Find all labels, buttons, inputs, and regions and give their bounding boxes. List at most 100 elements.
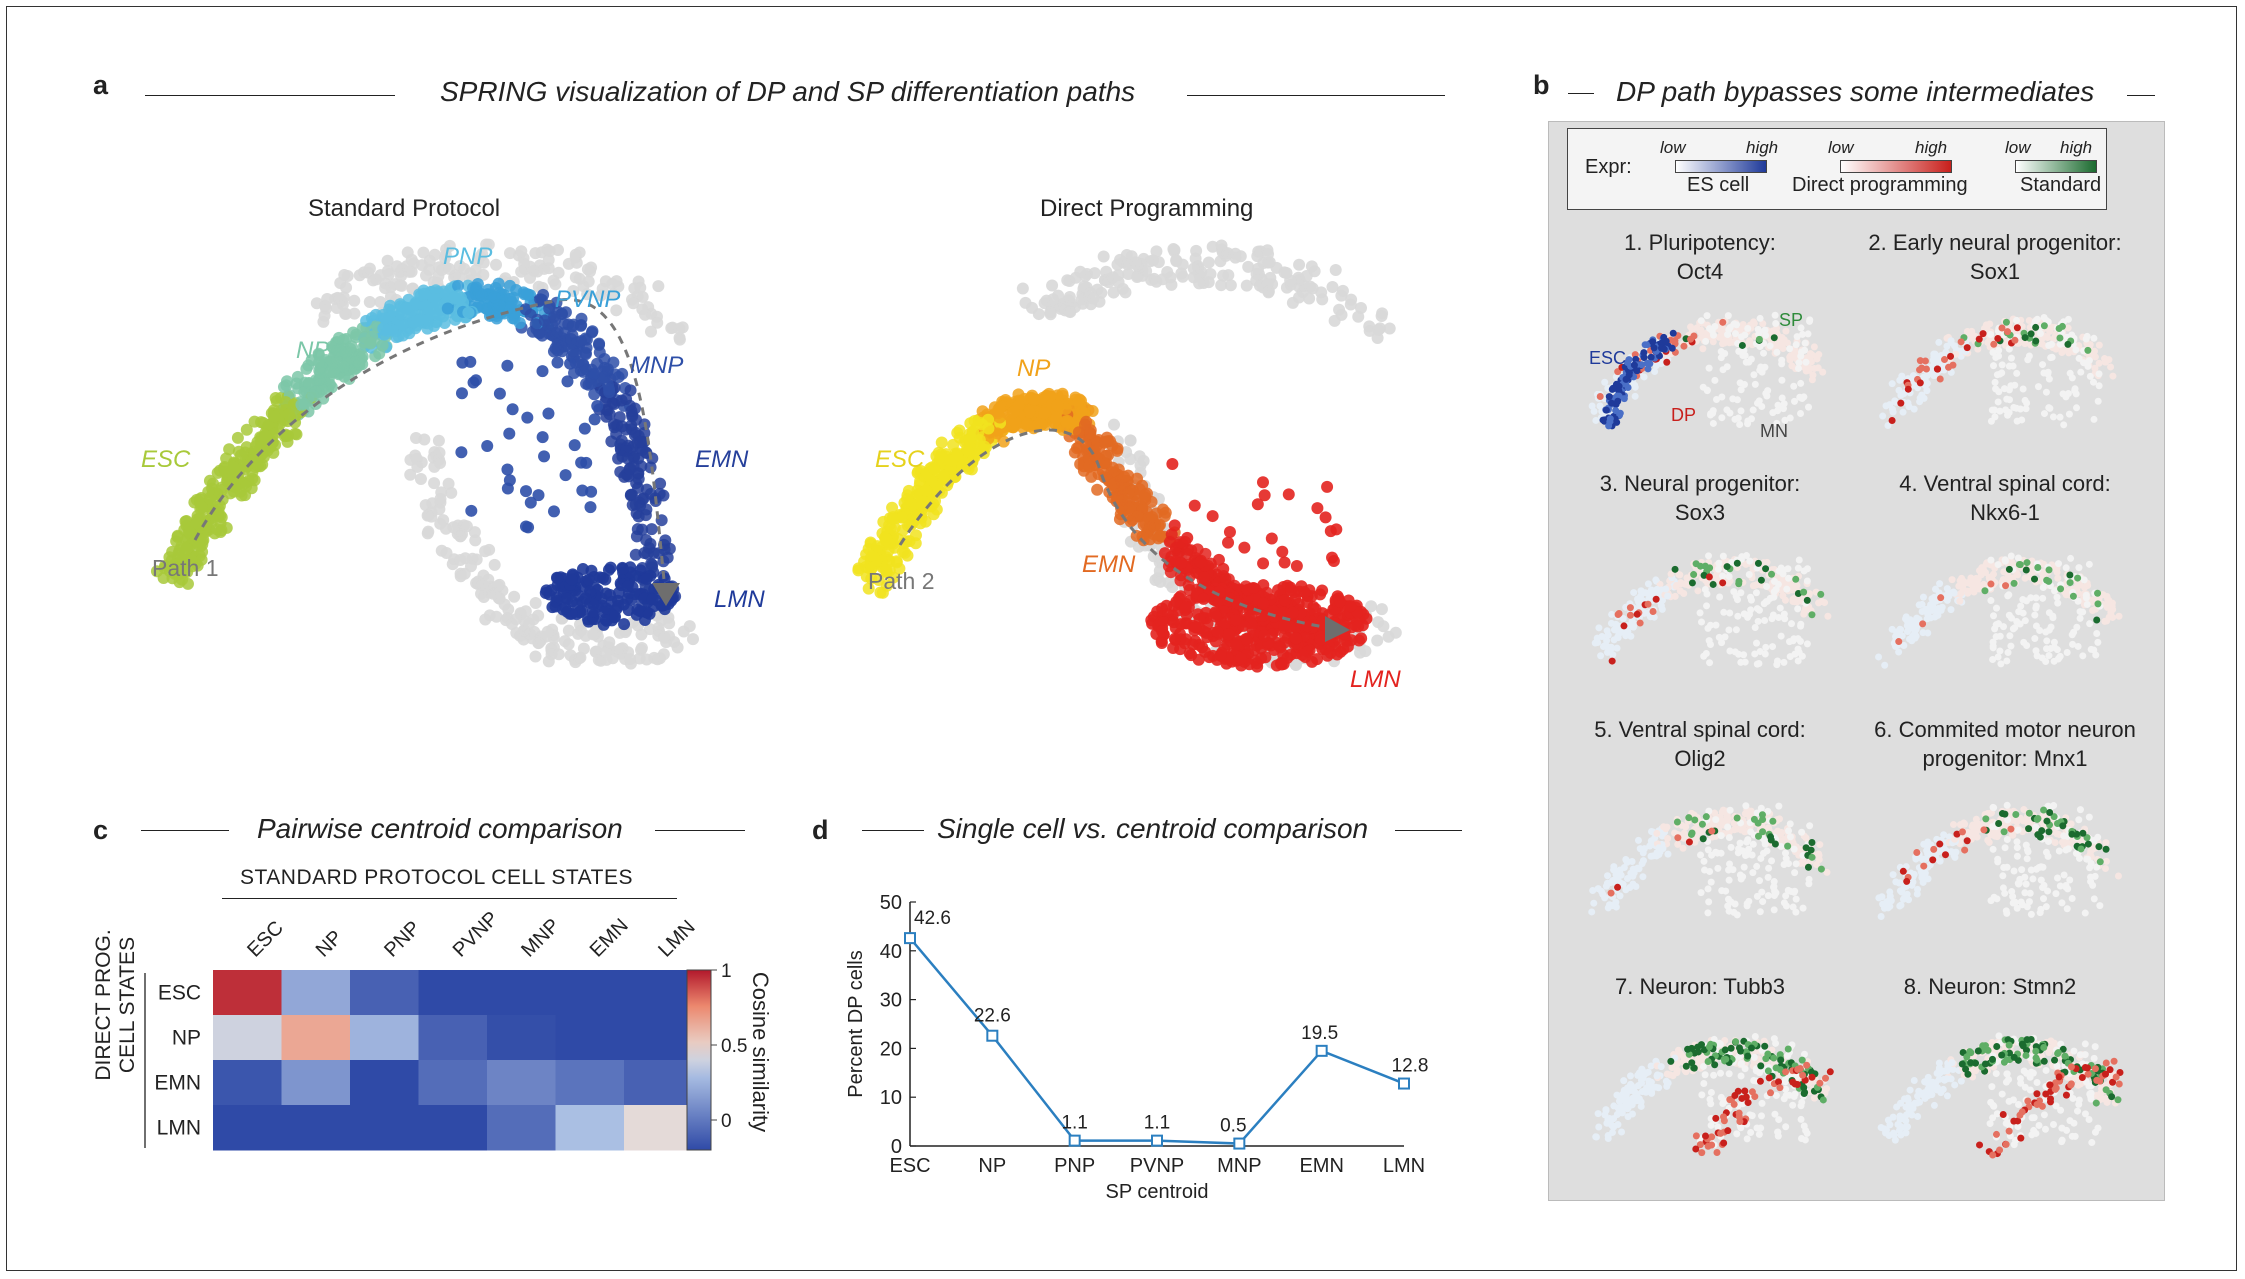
data-label: 0.5 — [1220, 1116, 1246, 1137]
gene-map-5-title: 5. Ventral spinal cord: Olig2 — [1594, 717, 1806, 771]
panel-d-title: Single cell vs. centroid comparison — [937, 813, 1369, 844]
gene-map-3 — [1591, 552, 1832, 669]
x-axis-label: SP centroid — [1105, 1181, 1208, 1203]
gene-map-3-title: 3. Neural progenitor: Sox3 — [1599, 471, 1801, 525]
heatmap-cell — [624, 1060, 693, 1106]
heatmap-cell — [418, 1015, 488, 1061]
y-tick-label: 10 — [880, 1087, 902, 1109]
gene-map-2-title: 2. Early neural progenitor: Sox1 — [1868, 230, 2122, 284]
heatmap-cell — [350, 1060, 419, 1106]
path-2-arrowhead — [1325, 616, 1350, 642]
label-esc-right: ESC — [875, 446, 925, 473]
data-point — [1398, 1077, 1410, 1090]
colorbar-tick-label: 0.5 — [721, 1036, 747, 1057]
heatmap-cell — [350, 970, 419, 1016]
panel-c-rule-left — [141, 830, 229, 831]
x-tick-label: MNP — [1217, 1155, 1261, 1177]
label-np-right: NP — [1017, 355, 1051, 382]
label-pvnp-left: PVNP — [555, 286, 621, 313]
legend-dp-gradient — [1840, 160, 1952, 173]
gene-map-7-title: 7. Neuron: Tubb3 — [1614, 974, 1785, 999]
heatmap-row-label: EMN — [154, 1072, 201, 1095]
heatmap-cell — [350, 1015, 419, 1061]
heatmap-cell — [350, 1105, 419, 1151]
legend-prefix: Expr: — [1585, 156, 1632, 178]
panel-d-rule-left — [862, 830, 924, 831]
data-label: 19.5 — [1301, 1023, 1338, 1044]
map1-tag-mn: MN — [1760, 421, 1788, 441]
heatmap-cell — [213, 1060, 282, 1106]
label-lmn-right: LMN — [1350, 666, 1401, 693]
colorbar-tick-label: 0 — [721, 1111, 732, 1132]
panel-d-rule-right — [1395, 830, 1462, 831]
data-point — [1233, 1137, 1246, 1150]
heatmap-row-header-1: DIRECT PROG. — [92, 929, 115, 1080]
label-lmn-left: LMN — [714, 586, 765, 613]
heatmap-cell — [418, 1060, 488, 1106]
panel-b-rule-left — [1568, 93, 1594, 94]
y-tick-label: 40 — [880, 941, 902, 963]
gene-map-1 — [1588, 311, 1827, 430]
direct-programming-title: Direct Programming — [1040, 195, 1254, 222]
gene-map-4-title: 4. Ventral spinal cord: Nkx6-1 — [1899, 471, 2111, 525]
gene-map-7 — [1592, 1032, 1834, 1157]
legend-es-gradient — [1675, 160, 1767, 173]
heatmap-cell — [213, 1015, 282, 1061]
gene-map-1-title: 1. Pluripotency: Oct4 — [1624, 230, 1776, 284]
heatmap-row-label: LMN — [157, 1117, 201, 1140]
label-mnp-left: MNP — [630, 352, 684, 379]
path-1-arrow-line — [193, 298, 667, 591]
map1-tag-esc: ESC — [1589, 348, 1627, 368]
gene-map-8-title: 8. Neuron: Stmn2 — [1903, 974, 2077, 999]
gene-map-5 — [1588, 802, 1831, 919]
heatmap-cell — [555, 970, 625, 1016]
data-label: 1.1 — [1144, 1113, 1170, 1134]
heatmap-cell — [281, 1015, 351, 1061]
y-tick-label: 30 — [880, 990, 902, 1012]
label-path-1: Path 1 — [152, 555, 219, 581]
y-tick-label: 0 — [891, 1136, 902, 1158]
colorbar-label: Cosine similarity — [748, 972, 773, 1132]
gene-map-6 — [1875, 801, 2122, 921]
heatmap-cell — [418, 970, 488, 1016]
legend-sp-high: high — [2060, 138, 2093, 157]
gene-map-6-title: 6. Commited motor neuron progenitor: Mnx1 — [1874, 717, 2136, 771]
label-esc-left: ESC — [141, 446, 191, 473]
standard-protocol-spring-plot — [150, 238, 699, 670]
label-path-2: Path 2 — [868, 568, 935, 594]
label-pnp-left: PNP — [443, 243, 493, 270]
panel-a-rule-left — [145, 95, 395, 96]
heatmap-row-label: ESC — [158, 982, 201, 1005]
path-1-arrowhead — [652, 583, 680, 606]
heatmap-cell — [281, 970, 351, 1016]
panel-b-letter: b — [1533, 70, 1550, 100]
panel-b-title: DP path bypasses some intermediates — [1616, 76, 2095, 107]
data-point — [904, 932, 916, 945]
panel-d-letter: d — [812, 815, 829, 845]
heatmap-row-label: NP — [172, 1027, 201, 1050]
x-tick-label: EMN — [1299, 1155, 1343, 1177]
heatmap-cell — [487, 1015, 556, 1061]
y-tick-label: 50 — [880, 892, 902, 914]
gene-map-4 — [1875, 552, 2123, 669]
x-tick-label: PVNP — [1130, 1155, 1184, 1177]
data-point — [1315, 1044, 1328, 1057]
heatmap-cell — [555, 1060, 625, 1106]
x-tick-label: ESC — [889, 1155, 930, 1177]
data-point — [986, 1029, 999, 1042]
gene-expression-panel — [1548, 121, 2165, 1201]
legend-dp-high: high — [1915, 138, 1948, 157]
data-label: 12.8 — [1392, 1056, 1429, 1077]
panel-a-rule-right — [1187, 95, 1445, 96]
data-point — [1068, 1134, 1081, 1147]
heatmap-cell — [213, 970, 282, 1016]
gene-map-8 — [1877, 1032, 2124, 1159]
panel-a-letter: a — [93, 70, 109, 100]
label-emn-right: EMN — [1082, 551, 1136, 578]
legend-sp-low: low — [2005, 138, 2031, 157]
data-point — [1151, 1134, 1163, 1147]
heatmap-cell — [487, 1105, 556, 1151]
